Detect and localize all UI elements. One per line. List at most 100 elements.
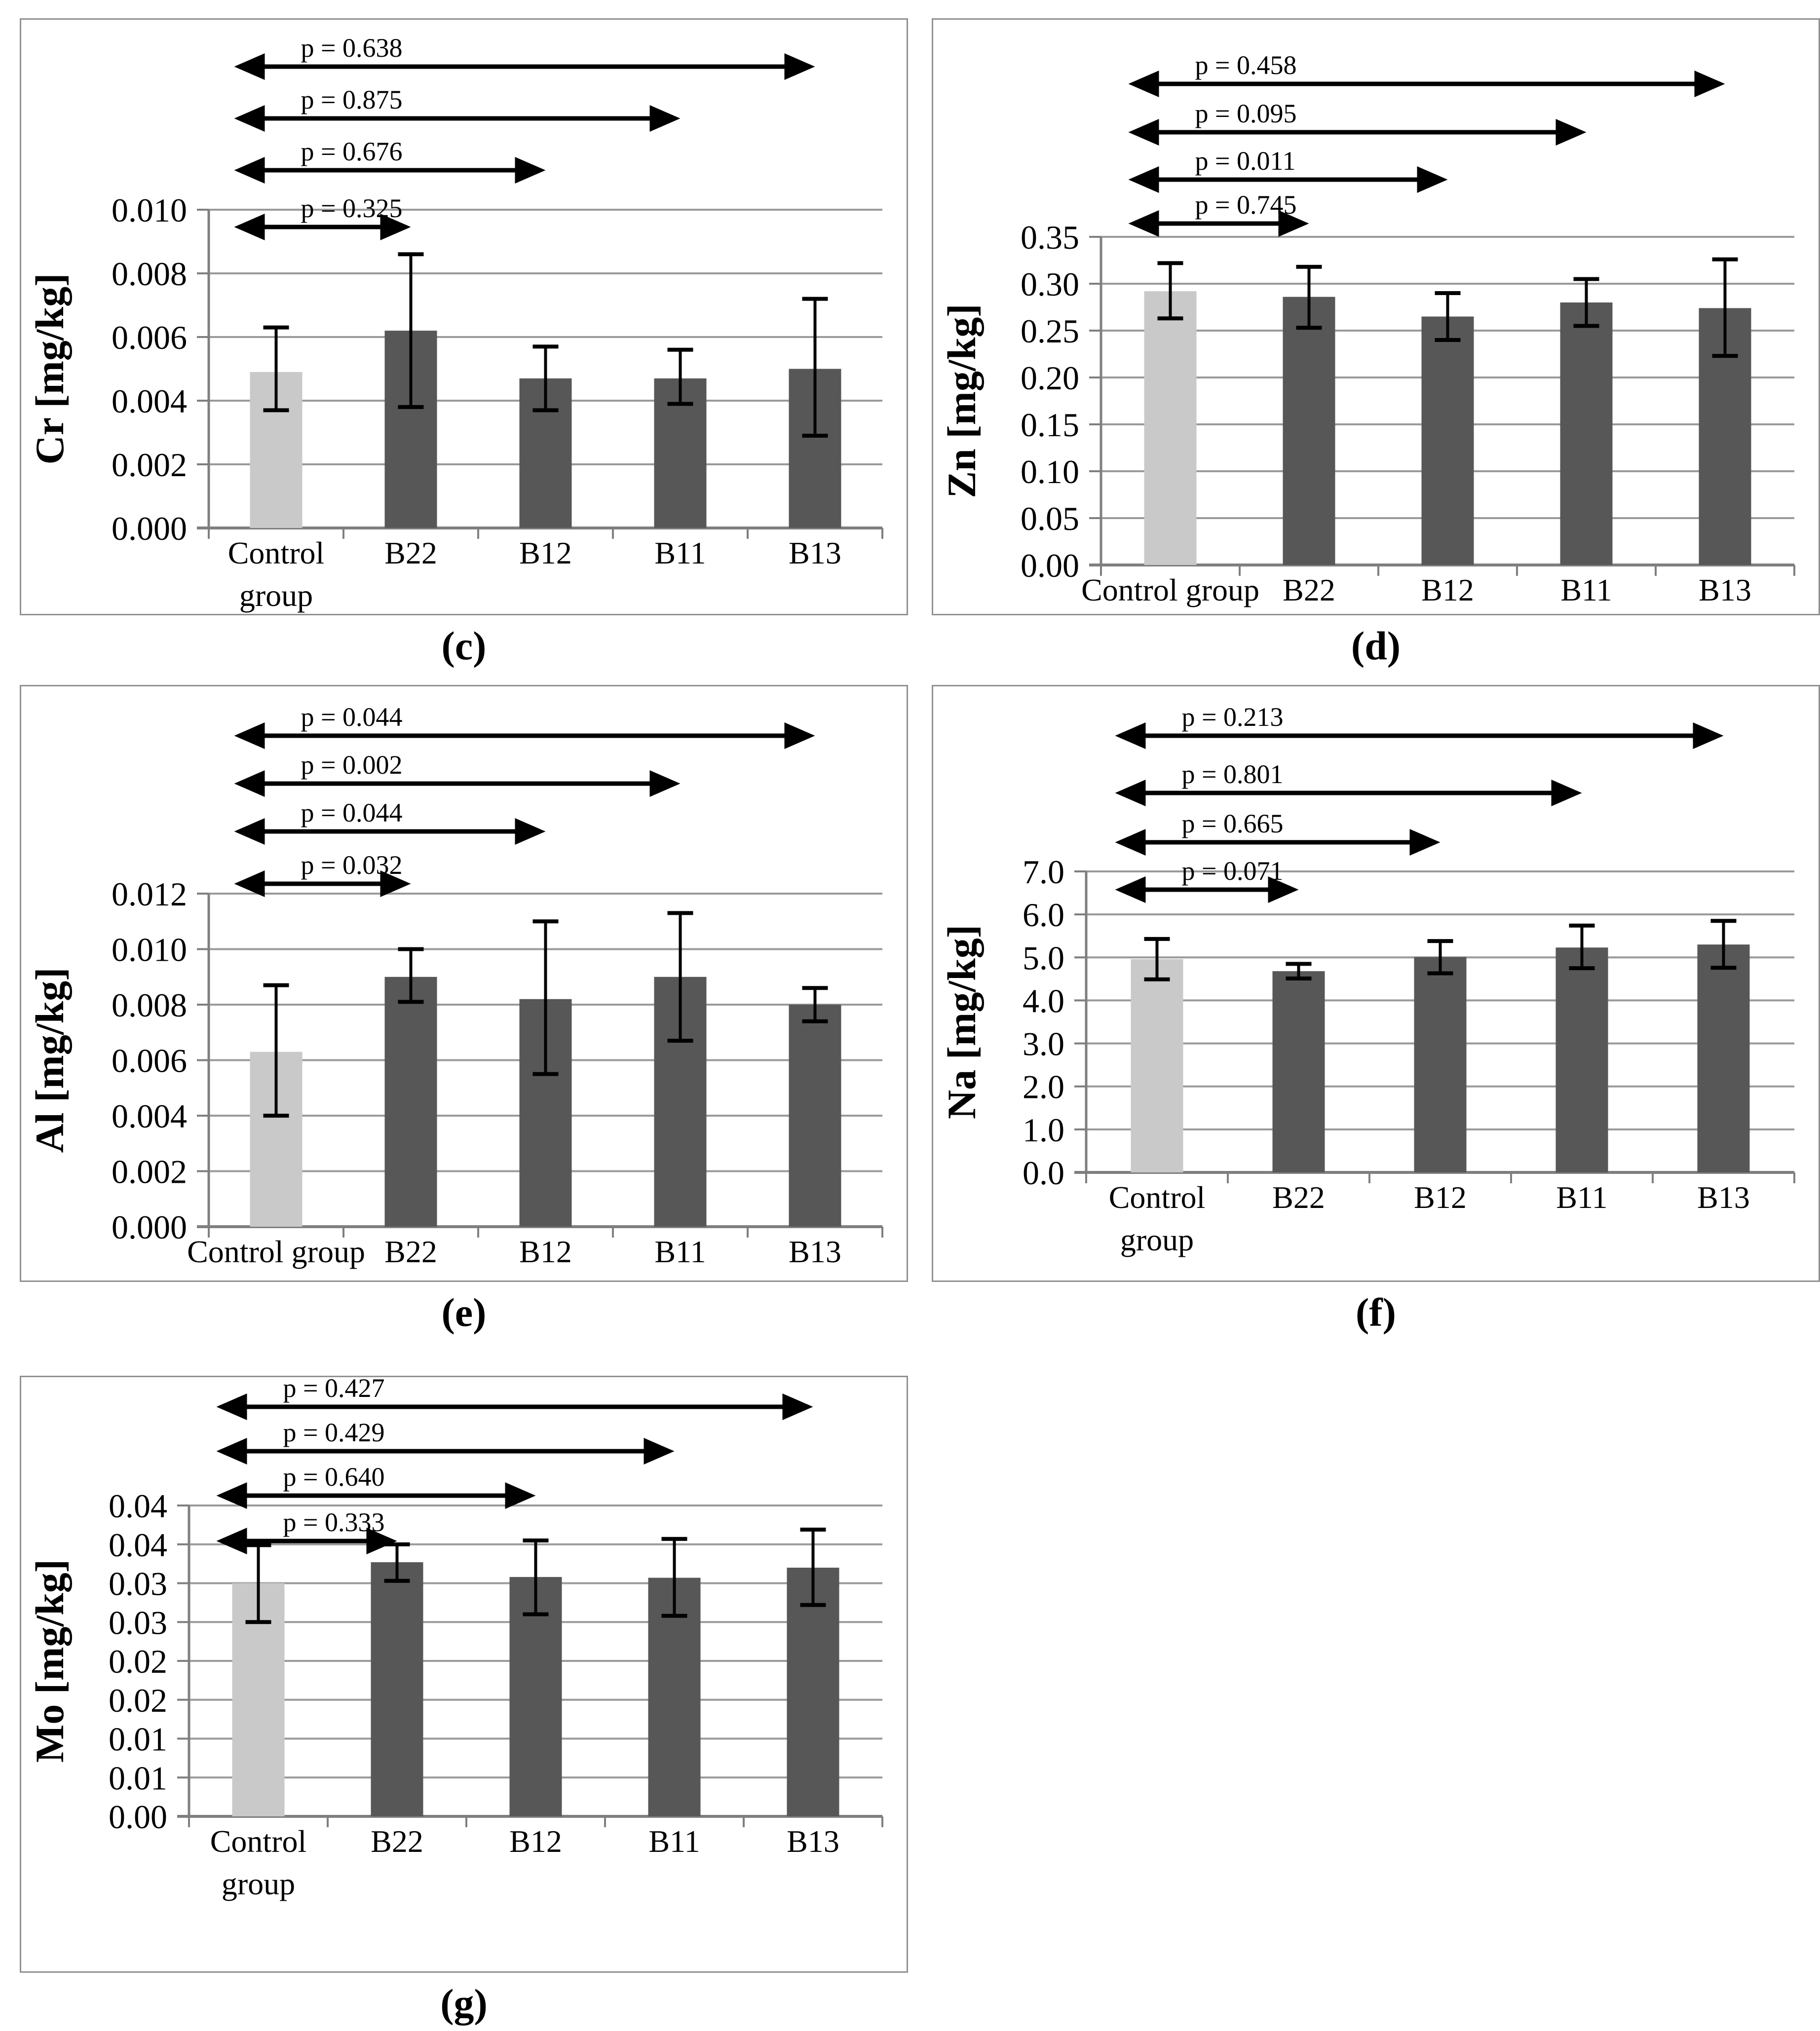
y-tick-label: 0.000 [112,1208,187,1246]
x-category-label: group [1120,1222,1194,1257]
y-tick-label: 0.05 [1021,500,1079,537]
arrow-head-left-icon [234,214,265,240]
y-axis-title: Cr [mg/kg] [27,273,72,465]
x-category-label: B11 [1560,572,1612,607]
x-category-label: B13 [1699,572,1751,607]
bar-b12 [1421,316,1474,565]
y-axis-title: Mo [mg/kg] [27,1559,72,1763]
arrow-head-right-icon [380,870,411,897]
bar-b22 [384,977,437,1227]
y-tick-label: 2.0 [1023,1068,1064,1106]
arrow-head-right-icon [649,105,681,132]
p-value-label: p = 0.801 [1182,759,1284,789]
p-value-arrow: p = 0.665 [1115,809,1441,856]
y-tick-label: 0.01 [109,1721,167,1758]
arrow-head-right-icon [1278,210,1309,237]
y-tick-label: 0.35 [1021,219,1079,256]
arrow-head-left-icon [1128,166,1159,193]
arrow-head-left-icon [234,770,265,797]
x-category-label: B12 [1414,1180,1467,1215]
y-tick-label: 0.03 [109,1565,167,1603]
y-tick-label: 0.02 [109,1682,167,1719]
x-category-label: B11 [654,535,706,570]
p-value-arrow: p = 0.427 [216,1373,813,1420]
arrow-head-left-icon [1128,210,1159,237]
p-value-arrow: p = 0.044 [234,798,546,845]
y-tick-label: 0.04 [109,1526,167,1564]
y-tick-label: 0.00 [1021,547,1079,584]
x-category-label: B13 [1697,1180,1750,1215]
p-value-arrow: p = 0.638 [234,33,815,80]
y-tick-label: 1.0 [1023,1111,1064,1149]
p-value-label: p = 0.002 [301,750,403,780]
y-tick-label: 0.0 [1023,1154,1064,1192]
p-value-label: p = 0.071 [1182,856,1284,886]
arrow-head-right-icon [515,157,546,184]
arrow-head-right-icon [782,1393,813,1420]
y-tick-label: 0.25 [1021,312,1079,350]
x-category-label: Control [228,535,325,570]
arrow-head-right-icon [515,818,546,845]
arrow-head-right-icon [505,1482,536,1509]
arrow-head-right-icon [1551,780,1582,806]
p-value-label: p = 0.032 [301,850,403,880]
y-tick-label: 0.006 [112,319,187,356]
x-category-label: Control group [1081,572,1259,607]
y-tick-label: 0.01 [109,1759,167,1797]
arrow-head-right-icon [649,770,681,797]
y-tick-label: 0.008 [112,255,187,293]
x-category-label: B12 [519,1234,572,1269]
bar-b13 [1697,944,1750,1172]
p-value-label: p = 0.676 [301,137,403,166]
p-value-label: p = 0.638 [301,33,403,63]
x-category-label: group [239,578,313,613]
x-category-label: B12 [519,535,572,570]
x-category-label: B11 [648,1824,700,1859]
y-tick-label: 0.002 [112,1153,187,1191]
bar-b11 [1555,947,1608,1172]
p-value-label: p = 0.213 [1182,702,1284,732]
p-value-arrow: p = 0.745 [1128,190,1309,237]
y-tick-label: 0.000 [112,510,187,547]
y-tick-label: 4.0 [1023,982,1064,1019]
p-value-arrow: p = 0.458 [1128,50,1725,97]
x-category-label: B22 [384,1234,437,1269]
arrow-head-left-icon [234,722,265,749]
x-category-label: B22 [1283,572,1335,607]
y-tick-label: 5.0 [1023,939,1064,977]
p-value-label: p = 0.640 [283,1462,385,1492]
p-value-label: p = 0.333 [283,1507,385,1537]
y-tick-label: 0.04 [109,1487,167,1525]
y-tick-label: 0.010 [112,191,187,229]
y-tick-label: 0.20 [1021,359,1079,397]
bar-b13 [787,1568,839,1816]
arrow-head-left-icon [234,818,265,845]
y-tick-label: 3.0 [1023,1025,1064,1063]
x-category-label: B22 [384,535,437,570]
arrow-head-right-icon [1693,722,1724,749]
p-value-arrow: p = 0.213 [1115,702,1724,749]
arrow-head-left-icon [234,105,265,132]
arrow-head-left-icon [1128,119,1159,146]
x-category-label: Control [210,1824,307,1859]
p-value-label: p = 0.429 [283,1418,385,1447]
arrow-head-right-icon [644,1438,675,1465]
p-value-arrow: p = 0.044 [234,702,815,749]
x-category-label: B13 [787,1824,839,1859]
bar-chart-cr: 0.000 0.002 0.004 0.006 0.008 0.010 Control gro… [27,33,883,613]
arrow-head-left-icon [234,870,265,897]
y-tick-label: 0.004 [112,382,187,420]
y-tick-label: 0.010 [112,931,187,969]
x-category-label: B13 [789,535,841,570]
p-value-arrow: p = 0.676 [234,137,546,184]
p-value-arrow: p = 0.032 [234,850,411,897]
chart-panel-mo: 0.00 0.01 0.01 0.02 0.02 0.03 0.03 0.04 0.04 Cont… [20,1373,908,1973]
p-value-arrow: p = 0.095 [1128,99,1587,146]
x-category-label: group [222,1866,295,1901]
p-value-label: p = 0.427 [283,1373,385,1403]
arrow-head-right-icon [784,722,815,749]
arrow-head-left-icon [1128,71,1159,97]
arrow-head-right-icon [1555,119,1587,146]
p-value-arrow: p = 0.429 [216,1418,675,1465]
